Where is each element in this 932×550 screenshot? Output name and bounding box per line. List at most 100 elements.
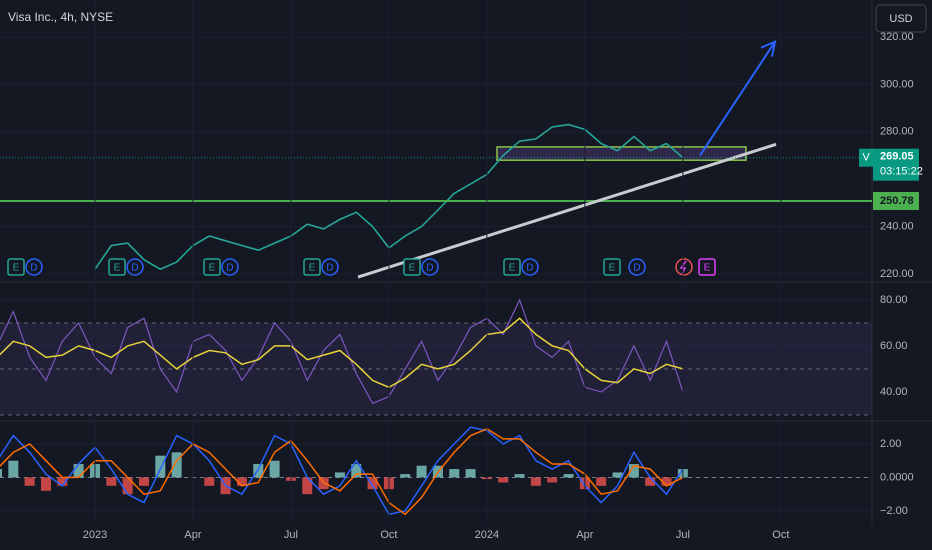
event-label: E (409, 263, 416, 274)
symbol-badge (859, 148, 873, 167)
earnings-icon (503, 258, 521, 276)
histogram-bar (171, 452, 182, 478)
dividend-icon (221, 258, 239, 276)
pane (0, 426, 872, 516)
y-tick-label: 280.00 (880, 126, 914, 138)
y-tick-label: 0.0000 (880, 471, 914, 483)
x-tick-label: 2023 (83, 529, 107, 541)
y-tick-label: 80.00 (880, 294, 908, 306)
dividend-icon (521, 258, 539, 276)
last-price-bg (873, 148, 919, 181)
histogram-bar (106, 477, 117, 486)
histogram-bar (204, 477, 215, 486)
projection-arrow (699, 41, 776, 157)
rsi-line (0, 298, 684, 405)
y-tick-label: 40.00 (880, 386, 908, 398)
histogram-bar (253, 464, 264, 478)
event-label: E (209, 263, 216, 274)
event-label: E (114, 263, 121, 274)
histogram-bar (449, 469, 460, 478)
level-label-bg (873, 192, 919, 211)
earnings-icon (303, 258, 321, 276)
histogram-bar (57, 477, 68, 486)
macd-line (0, 426, 684, 516)
y-tick-label: 2.00 (880, 438, 901, 450)
dividend-icon (628, 258, 646, 276)
histogram-bar (334, 472, 345, 478)
histogram-bar (302, 477, 313, 495)
histogram-bar (563, 474, 574, 478)
earnings-icon (108, 258, 126, 276)
split-icon (675, 258, 693, 276)
histogram-bar (8, 460, 19, 478)
x-tick-label: Oct (772, 529, 789, 541)
histogram-bar (122, 477, 133, 495)
y-tick-label: 60.00 (880, 340, 908, 352)
histogram-bar (351, 464, 362, 478)
last-price-label: 269.05 (880, 151, 914, 163)
event-label: D (131, 263, 138, 274)
event-label: E (13, 263, 20, 274)
macd-line (0, 428, 684, 516)
event-label: D (633, 263, 640, 274)
earnings-icon (698, 258, 716, 276)
dividend-icon (25, 258, 43, 276)
histogram-bar (73, 464, 84, 478)
histogram-bar (661, 477, 672, 486)
earnings-icon (603, 258, 621, 276)
histogram-bar (547, 477, 558, 483)
histogram-bar (596, 477, 607, 486)
symbol-label: V (862, 152, 870, 164)
event-label: D (30, 263, 37, 274)
event-label: E (609, 263, 616, 274)
earnings-icon (203, 258, 221, 276)
dividend-icon (126, 258, 144, 276)
dividend-icon (321, 258, 339, 276)
countdown-label: 03:15:22 (880, 166, 923, 178)
dividend-icon (421, 258, 439, 276)
y-tick-label: 300.00 (880, 78, 914, 90)
histogram-bar (0, 469, 2, 478)
event-label: E (509, 263, 516, 274)
x-tick-label: Jul (284, 529, 298, 541)
histogram-bar (40, 477, 51, 491)
trendline (357, 142, 777, 279)
y-tick-label: −2.00 (880, 505, 908, 517)
earnings-icon (7, 258, 25, 276)
pane (0, 298, 872, 416)
histogram-bar (514, 474, 525, 478)
histogram-bar (645, 477, 656, 486)
chart-title: Visa Inc., 4h, NYSE (8, 10, 113, 24)
event-label: E (309, 263, 316, 274)
currency-label[interactable]: USD (889, 13, 912, 25)
y-tick-label: 320.00 (880, 31, 914, 43)
histogram-bar (400, 474, 411, 478)
histogram-bar (367, 477, 378, 490)
arrow-head (760, 40, 777, 57)
histogram-bar (498, 477, 509, 483)
histogram-bar (530, 477, 541, 486)
x-tick-label: Oct (380, 529, 397, 541)
y-tick-label: 240.00 (880, 220, 914, 232)
x-tick-label: Jul (676, 529, 690, 541)
x-tick-label: Apr (184, 529, 201, 541)
histogram-bar (269, 460, 280, 478)
histogram-bar (24, 477, 35, 486)
histogram-bar (612, 472, 623, 478)
event-label: D (426, 263, 433, 274)
x-tick-label: 2024 (475, 529, 499, 541)
rsi-line (0, 317, 684, 389)
event-label: D (226, 263, 233, 274)
histogram-bar (236, 477, 247, 486)
level-label: 250.78 (880, 195, 914, 207)
event-label: E (704, 263, 711, 274)
histogram-bar (628, 464, 639, 478)
currency-button[interactable] (875, 4, 927, 33)
y-tick-label: 220.00 (880, 268, 914, 280)
x-tick-label: Apr (576, 529, 593, 541)
event-label: D (326, 263, 333, 274)
event-label: D (526, 263, 533, 274)
histogram-bar (138, 477, 149, 486)
